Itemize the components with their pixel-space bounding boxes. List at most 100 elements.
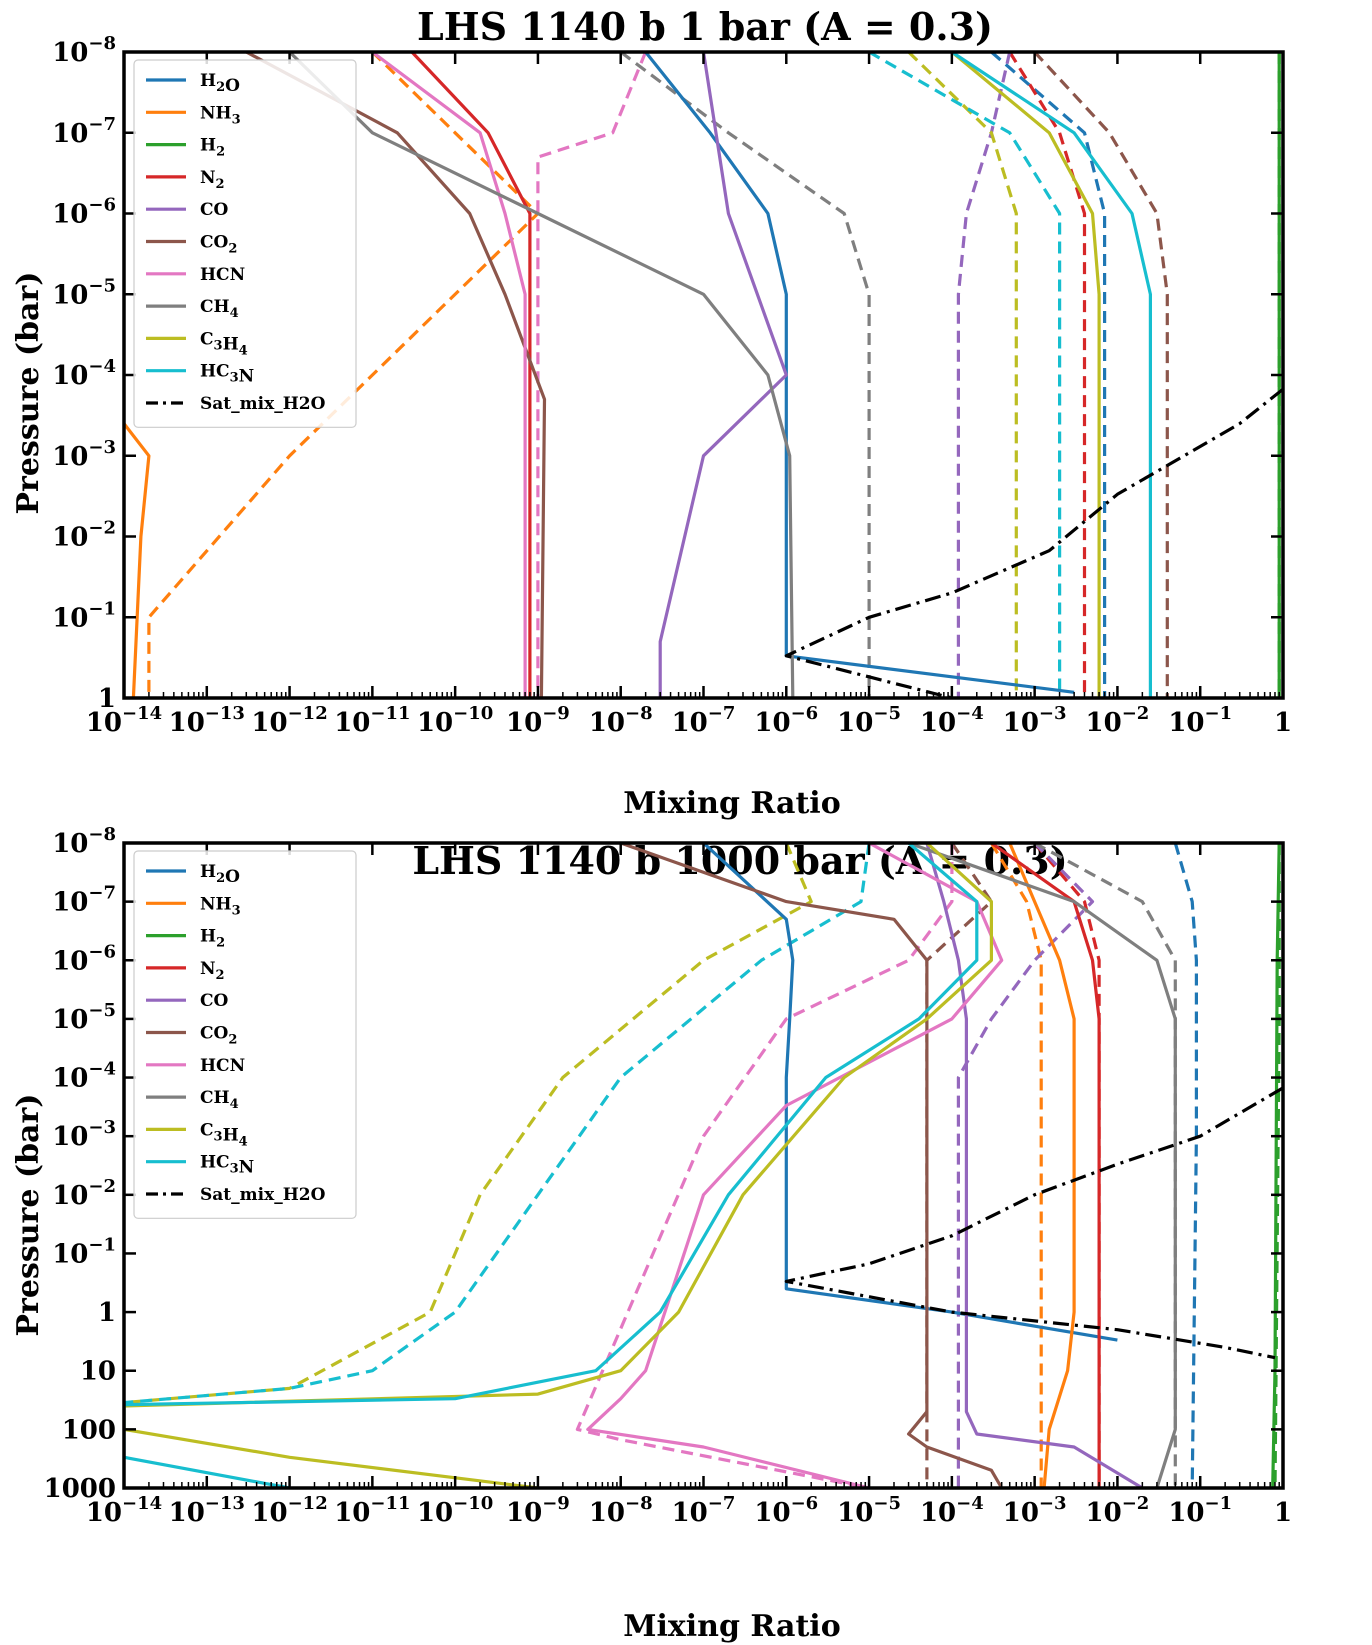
x-tick-label: 10−2 <box>1086 1493 1150 1528</box>
dashed-series-line <box>868 52 1062 698</box>
series-line-sat_mix_h2o <box>784 387 1283 698</box>
y-tick-label: 100 <box>62 1415 116 1445</box>
series-line-sat_mix_h2o <box>784 1086 1283 1360</box>
legend-label: CO2 <box>200 1024 237 1048</box>
legend-label: HCN <box>200 265 245 285</box>
legend-label: CO <box>200 200 229 220</box>
x-tick-label: 10−6 <box>754 703 818 738</box>
x-tick-label: 10−12 <box>251 1493 327 1528</box>
dashed-series-line <box>536 52 648 698</box>
legend-label: NH3 <box>200 103 241 127</box>
dashed-series-line <box>575 843 954 1488</box>
series-line-co <box>925 843 1144 1488</box>
y-tick-label: 1000 <box>44 1474 116 1504</box>
y-tick-label: 10−8 <box>52 824 116 859</box>
y-tick-label: 10−6 <box>52 941 116 976</box>
legend-label: CO2 <box>200 233 237 257</box>
legend-box <box>133 59 357 428</box>
y-tick-label: 10−7 <box>52 883 116 918</box>
bottom-panel: LHS 1140 b 1000 bar (A = 0.3) Mixing Rat… <box>11 824 1292 1644</box>
dashed-series-line <box>619 52 871 698</box>
legend-label: CH4 <box>200 297 239 321</box>
legend-label: HC3N <box>200 362 254 387</box>
legend: H2O NH3 H2 N2 CO CO2 HCN CH4 C3H4 HC3N Sat_mix_H2O <box>133 850 357 1219</box>
legend-label: N2 <box>200 959 225 983</box>
series-line-n2 <box>990 843 1101 1488</box>
x-tick-label: 10−10 <box>417 1493 493 1528</box>
y-tick-label: 10−1 <box>52 1234 116 1269</box>
x-tick-label: 10−6 <box>754 1493 818 1528</box>
dashed-series-line <box>1033 843 1101 1488</box>
x-tick-label: 10−9 <box>506 1493 570 1528</box>
series-line-n2 <box>410 52 532 698</box>
x-tick-label: 10−7 <box>672 703 736 738</box>
y-axis-label: Pressure (bar) <box>11 1094 46 1337</box>
series-line-h2 <box>1271 843 1281 1488</box>
x-tick-label: 10−5 <box>837 1493 901 1528</box>
series-line-ch4 <box>908 843 1177 1488</box>
y-tick-label: 10−3 <box>52 1117 116 1152</box>
series-line-hc3n <box>951 52 1152 698</box>
x-tick-label: 10−11 <box>334 703 410 738</box>
legend-label: H2 <box>200 136 225 160</box>
x-axis-label: Mixing Ratio <box>623 786 840 821</box>
x-tick-label: 10−3 <box>1003 703 1067 738</box>
y-tick-label: 10−4 <box>52 356 116 391</box>
chart-title: LHS 1140 b 1 bar (A = 0.3) <box>417 4 993 49</box>
dashed-series-line <box>124 843 871 1405</box>
x-tick-label: 10−1 <box>1168 1493 1232 1528</box>
x-tick-label: 10−1 <box>1168 703 1232 738</box>
legend-label: Sat_mix_H2O <box>200 394 326 414</box>
legend: H2O NH3 H2 N2 CO CO2 HCN CH4 C3H4 HC3N Sat_mix_H2O <box>133 59 357 428</box>
y-axis-label: Pressure (bar) <box>11 272 46 515</box>
series-line-h2o <box>702 843 1118 1342</box>
x-tick-label: 10−2 <box>1086 703 1150 738</box>
x-tick-label: 10−8 <box>589 1493 653 1528</box>
plot-area <box>124 52 1283 698</box>
y-tick-label: 10−5 <box>52 1000 116 1035</box>
series-line-nh3 <box>1008 843 1076 1488</box>
x-tick-label: 10−4 <box>920 703 984 738</box>
dashed-series-line <box>147 52 540 698</box>
x-tick-label: 1 <box>1274 1498 1292 1528</box>
legend-box <box>133 850 357 1219</box>
legend-label: H2O <box>200 71 240 96</box>
legend-label: C3H4 <box>200 1120 248 1149</box>
y-tick-label: 1 <box>98 684 116 714</box>
series-line-c3h4 <box>124 843 993 1488</box>
x-tick-label: 10−13 <box>169 703 245 738</box>
x-tick-label: 10−14 <box>86 1493 162 1528</box>
top-panel: LHS 1140 b 1 bar (A = 0.3) Mixing Ratio … <box>11 4 1292 821</box>
dashed-series-line <box>956 52 1012 698</box>
legend-label: Sat_mix_H2O <box>200 1185 326 1205</box>
y-tick-label: 10−1 <box>52 598 116 633</box>
legend-label: CH4 <box>200 1088 239 1112</box>
series-line-co2 <box>245 52 547 698</box>
series-line-co <box>658 52 788 698</box>
series-line-nh3 <box>124 422 151 698</box>
legend-label: HCN <box>200 1056 245 1076</box>
dashed-series-line <box>124 843 813 1405</box>
y-tick-label: 10−5 <box>52 275 116 310</box>
legend-label: N2 <box>200 168 225 192</box>
series-line-c3h4 <box>950 52 1101 698</box>
x-tick-label: 10−12 <box>251 703 327 738</box>
x-tick-label: 10−14 <box>86 703 162 738</box>
series-line-hc3n <box>124 843 979 1488</box>
y-tick-label: 10−6 <box>52 195 116 230</box>
x-axis-label: Mixing Ratio <box>623 1609 840 1644</box>
series-line-hcn <box>371 52 527 698</box>
dashed-series-line <box>1033 52 1169 698</box>
series-line-ch4 <box>288 52 795 698</box>
x-tick-label: 10−3 <box>1003 1493 1067 1528</box>
legend-label: H2O <box>200 862 240 887</box>
x-tick-label: 10−8 <box>589 703 653 738</box>
y-tick-label: 10−2 <box>52 518 116 553</box>
dashed-series-line <box>1033 843 1177 1488</box>
y-tick-label: 10−7 <box>52 114 116 149</box>
dashed-series-line <box>990 843 1043 1488</box>
x-tick-label: 10−13 <box>169 1493 245 1528</box>
series-line-hcn <box>586 843 1004 1488</box>
series-line-h2o <box>644 52 1075 694</box>
legend-label: CO <box>200 991 229 1011</box>
